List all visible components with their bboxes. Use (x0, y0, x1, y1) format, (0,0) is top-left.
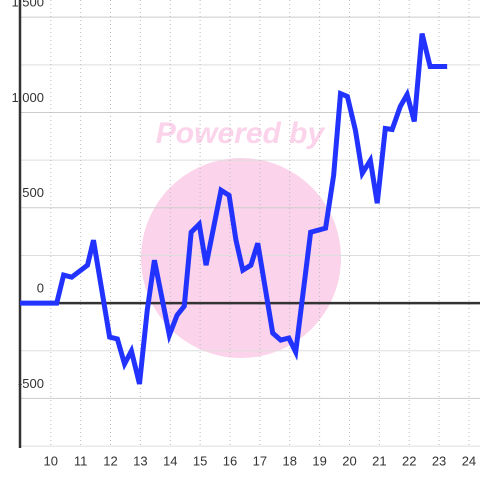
x-tick-label: 11 (74, 453, 88, 468)
x-tick-label: 18 (282, 453, 296, 468)
x-tick-label: 17 (253, 453, 267, 468)
y-tick-label: -500 (18, 376, 44, 391)
data-line (20, 32, 448, 385)
x-tick-label: 23 (432, 453, 446, 468)
y-tick-label: 1,500 (11, 0, 44, 10)
x-tick-label: 22 (402, 453, 416, 468)
y-tick-label: 500 (22, 185, 44, 200)
x-tick-label: 14 (163, 453, 177, 468)
x-tick-label: 21 (372, 453, 386, 468)
x-tick-label: 10 (44, 453, 58, 468)
y-tick-label: 0 (37, 281, 44, 296)
x-tick-label: 13 (133, 453, 147, 468)
y-tick-label: 1,000 (11, 90, 44, 105)
watermark: Powered by (156, 117, 326, 150)
x-tick-label: 19 (312, 453, 326, 468)
x-tick-label: 15 (193, 453, 207, 468)
x-tick-label: 24 (462, 453, 476, 468)
x-tick-label: 20 (342, 453, 356, 468)
x-tick-label: 16 (223, 453, 237, 468)
x-tick-label: 12 (103, 453, 117, 468)
